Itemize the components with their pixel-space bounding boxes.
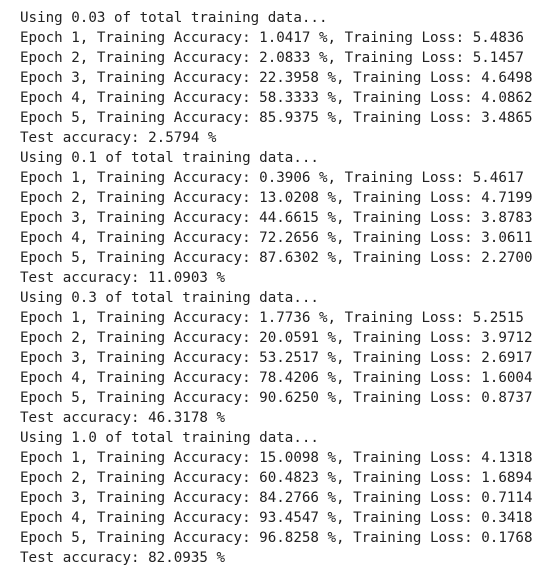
output-line: Epoch 5, Training Accuracy: 87.6302 %, T…	[20, 250, 533, 266]
output-line: Epoch 4, Training Accuracy: 72.2656 %, T…	[20, 230, 533, 246]
output-line: Epoch 3, Training Accuracy: 44.6615 %, T…	[20, 210, 533, 226]
output-line: Test accuracy: 2.5794 %	[20, 130, 217, 146]
output-line: Epoch 2, Training Accuracy: 2.0833 %, Tr…	[20, 50, 524, 66]
output-line: Using 0.3 of total training data...	[20, 290, 319, 306]
output-line: Epoch 1, Training Accuracy: 0.3906 %, Tr…	[20, 170, 524, 186]
output-line: Epoch 1, Training Accuracy: 1.0417 %, Tr…	[20, 30, 524, 46]
output-line: Using 0.03 of total training data...	[20, 10, 328, 26]
output-line: Epoch 5, Training Accuracy: 96.8258 %, T…	[20, 530, 533, 546]
output-line: Epoch 3, Training Accuracy: 22.3958 %, T…	[20, 70, 533, 86]
output-line: Test accuracy: 82.0935 %	[20, 550, 225, 566]
output-line: Test accuracy: 11.0903 %	[20, 270, 225, 286]
output-line: Epoch 2, Training Accuracy: 20.0591 %, T…	[20, 330, 533, 346]
output-line: Test accuracy: 46.3178 %	[20, 410, 225, 426]
output-line: Using 0.1 of total training data...	[20, 150, 319, 166]
output-line: Epoch 5, Training Accuracy: 90.6250 %, T…	[20, 390, 533, 406]
output-line: Epoch 1, Training Accuracy: 15.0098 %, T…	[20, 450, 533, 466]
output-line: Epoch 2, Training Accuracy: 60.4823 %, T…	[20, 470, 533, 486]
output-line: Epoch 5, Training Accuracy: 85.9375 %, T…	[20, 110, 533, 126]
output-line: Epoch 2, Training Accuracy: 13.0208 %, T…	[20, 190, 533, 206]
output-line: Epoch 4, Training Accuracy: 58.3333 %, T…	[20, 90, 533, 106]
output-line: Using 1.0 of total training data...	[20, 430, 319, 446]
output-line: Epoch 4, Training Accuracy: 93.4547 %, T…	[20, 510, 533, 526]
output-line: Epoch 4, Training Accuracy: 78.4206 %, T…	[20, 370, 533, 386]
output-line: Epoch 3, Training Accuracy: 84.2766 %, T…	[20, 490, 533, 506]
output-line: Epoch 1, Training Accuracy: 1.7736 %, Tr…	[20, 310, 524, 326]
output-line: Epoch 3, Training Accuracy: 53.2517 %, T…	[20, 350, 533, 366]
